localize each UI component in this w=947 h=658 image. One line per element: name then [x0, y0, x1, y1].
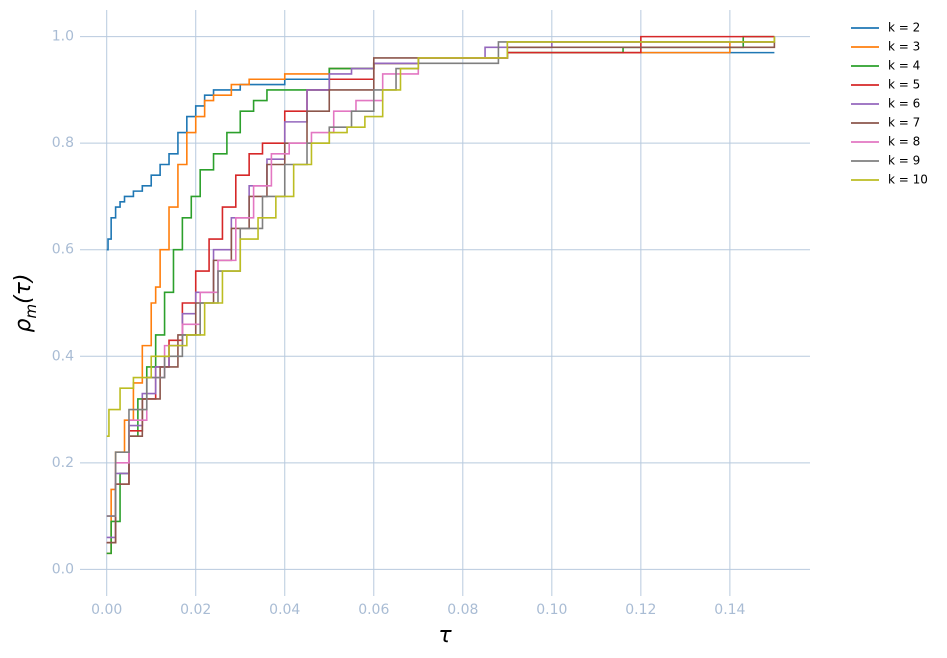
y-tick-label: 0.2 [52, 455, 74, 471]
x-axis-label: τ [438, 623, 452, 648]
legend-label: k = 5 [888, 78, 920, 92]
legend-label: k = 7 [888, 116, 920, 130]
series-line [106, 35, 775, 544]
y-tick-label: 1.0 [52, 29, 74, 45]
legend-label: k = 10 [888, 173, 928, 187]
x-tick-label: 0.08 [447, 602, 478, 618]
x-tick-label: 0.12 [625, 602, 656, 618]
legend-label: k = 8 [888, 135, 920, 149]
legend-label: k = 4 [888, 59, 920, 73]
legend-label: k = 2 [888, 21, 920, 35]
series-line [106, 41, 775, 517]
series-line [106, 36, 776, 517]
legend-label: k = 9 [888, 154, 920, 168]
x-tick-label: 0.10 [536, 602, 567, 618]
x-tick-label: 0.14 [714, 602, 745, 618]
y-label-rest: (τ) [11, 273, 36, 303]
y-tick-label: 0.4 [52, 348, 74, 364]
series-line [106, 35, 775, 555]
y-tick-label: 0.6 [52, 242, 74, 258]
y-axis-label: ρm(τ) [11, 273, 40, 332]
series-line [106, 51, 775, 251]
y-tick-label: 0.8 [52, 135, 74, 151]
series-line [106, 36, 776, 437]
legend-label: k = 3 [888, 40, 920, 54]
series-line [106, 41, 775, 555]
x-tick-label: 0.00 [91, 602, 122, 618]
y-label-sub: m [22, 304, 40, 319]
legend-label: k = 6 [888, 97, 920, 111]
x-tick-label: 0.06 [358, 602, 389, 618]
y-tick-label: 0.0 [52, 561, 74, 577]
x-tick-label: 0.02 [180, 602, 211, 618]
x-tick-label: 0.04 [269, 602, 300, 618]
y-label-base: ρ [11, 319, 36, 333]
